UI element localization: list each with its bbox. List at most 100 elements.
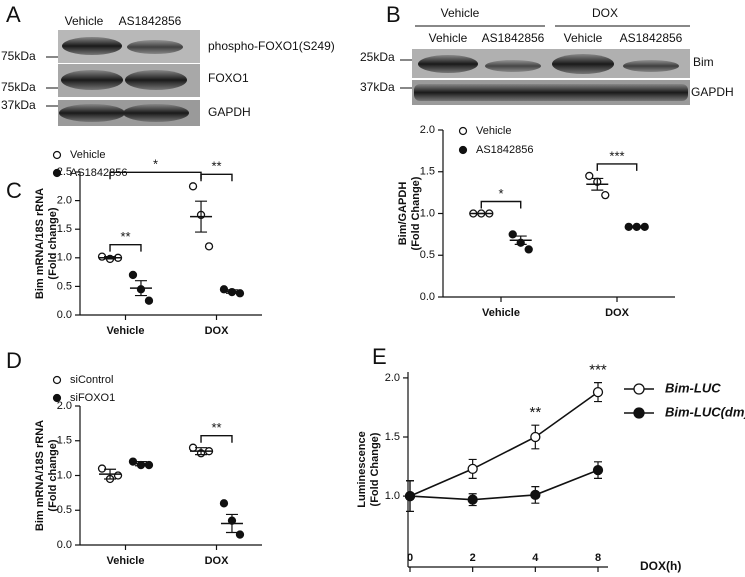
y-tick-label: 2.0 (420, 124, 435, 136)
y-tick-label: 0.0 (420, 291, 435, 303)
data-point (601, 190, 610, 200)
error-bar (104, 256, 117, 260)
x-tick-label: 2 (470, 552, 476, 564)
y-tick-label: 1.0 (57, 252, 72, 264)
significance-bracket (200, 173, 233, 182)
legend-label: siControl (70, 374, 113, 386)
significance-label: * (498, 186, 503, 201)
x-tick-label: Vehicle (107, 325, 145, 337)
significance-label: *** (589, 362, 607, 379)
data-point (467, 494, 478, 505)
data-point (404, 490, 416, 502)
x-axis-title: DOX(h) (640, 559, 681, 573)
y-tick-label: 0.5 (57, 504, 72, 516)
group-label: DOX (592, 6, 618, 20)
error-bar (195, 447, 208, 456)
data-point (144, 296, 154, 305)
x-tick-label: Vehicle (107, 555, 145, 567)
significance-label: * (153, 157, 158, 172)
y-axis-title: Bim mRNA/18S rRNA (34, 420, 46, 531)
legend-marker (458, 145, 468, 155)
lane-label: Vehicle (65, 14, 104, 28)
marker-label: 75kDa (1, 80, 36, 94)
error-bar (591, 177, 604, 191)
data-point (144, 460, 154, 470)
protein-label: GAPDH (691, 85, 734, 99)
error-bar (630, 225, 643, 229)
legend-label: AS1842856 (476, 144, 534, 156)
blot-b: Vehicle DOX Vehicle AS1842856 Vehicle AS… (360, 6, 734, 105)
marker-label: 37kDa (360, 80, 395, 94)
protein-label: GAPDH (208, 105, 251, 119)
data-point (585, 171, 594, 181)
legend-label: Bim-LUC(dm) (665, 404, 745, 419)
group-label: Vehicle (441, 6, 480, 20)
legend-marker (458, 126, 468, 136)
data-point (113, 471, 123, 480)
data-point (592, 464, 604, 476)
legend-label: siFOXO1 (70, 392, 115, 404)
panel-label: E (372, 344, 387, 369)
panel-label: B (386, 2, 401, 27)
y-axis-title: (Fold change) (47, 207, 59, 279)
y-axis-title: Bim/GAPDH (397, 182, 409, 246)
y-tick-label: 2.0 (385, 372, 400, 384)
data-point (530, 431, 541, 443)
lane-label: AS1842856 (482, 31, 545, 45)
significance-bracket (109, 243, 142, 252)
y-axis-title: Luminescence (356, 431, 368, 507)
y-tick-label: 1.5 (385, 431, 400, 443)
significance-bracket (109, 171, 202, 180)
error-bar (225, 289, 238, 294)
protein-label: Bim (693, 55, 714, 69)
significance-label: ** (211, 159, 221, 174)
series-line (409, 391, 599, 497)
y-axis-title: (Fold Change) (369, 432, 381, 506)
marker-label: 75kDa (1, 49, 36, 63)
x-tick-label: DOX (605, 307, 630, 319)
data-point (235, 530, 245, 539)
y-tick-label: 1.0 (385, 490, 400, 502)
marker-label: 25kDa (360, 50, 395, 64)
x-tick-label: Vehicle (482, 307, 520, 319)
y-tick-label: 1.0 (57, 469, 72, 481)
lane-label: AS1842856 (119, 14, 182, 28)
data-point (188, 182, 198, 191)
marker-label: 37kDa (1, 98, 36, 112)
legend-label: AS1842856 (70, 167, 128, 179)
legend-marker (633, 383, 645, 395)
y-tick-label: 0.5 (57, 280, 72, 292)
series-line (409, 469, 599, 501)
lane-label: Vehicle (564, 31, 603, 45)
error-bar (514, 235, 527, 245)
lane-label: Vehicle (429, 31, 468, 45)
panel-label: A (6, 2, 21, 27)
y-tick-label: 2.0 (57, 195, 72, 207)
data-point (97, 464, 107, 473)
y-tick-label: 0.5 (420, 249, 435, 261)
legend-marker (52, 375, 62, 385)
y-tick-label: 1.5 (57, 223, 72, 235)
error-bar (195, 200, 208, 233)
error-bar (225, 513, 238, 534)
error-bar (134, 280, 147, 297)
data-point (219, 499, 229, 508)
significance-label: ** (211, 420, 221, 435)
significance-label: *** (609, 148, 624, 163)
data-point (467, 463, 478, 475)
y-tick-label: 1.5 (57, 435, 72, 447)
blot-a: Vehicle AS1842856 75kDa 75kDa 37kDa phos… (1, 14, 335, 126)
protein-label: FOXO1 (208, 71, 249, 85)
data-point (508, 230, 517, 239)
legend-label: Bim-LUC (665, 380, 721, 395)
data-point (592, 386, 604, 398)
y-tick-label: 1.0 (420, 207, 435, 219)
y-axis-title: (Fold Change) (410, 176, 422, 250)
legend-marker (52, 150, 62, 160)
significance-bracket (596, 163, 638, 171)
x-tick-label: DOX (205, 555, 230, 567)
significance-bracket (480, 200, 522, 209)
x-tick-label: DOX (205, 325, 230, 337)
data-point (530, 489, 541, 501)
